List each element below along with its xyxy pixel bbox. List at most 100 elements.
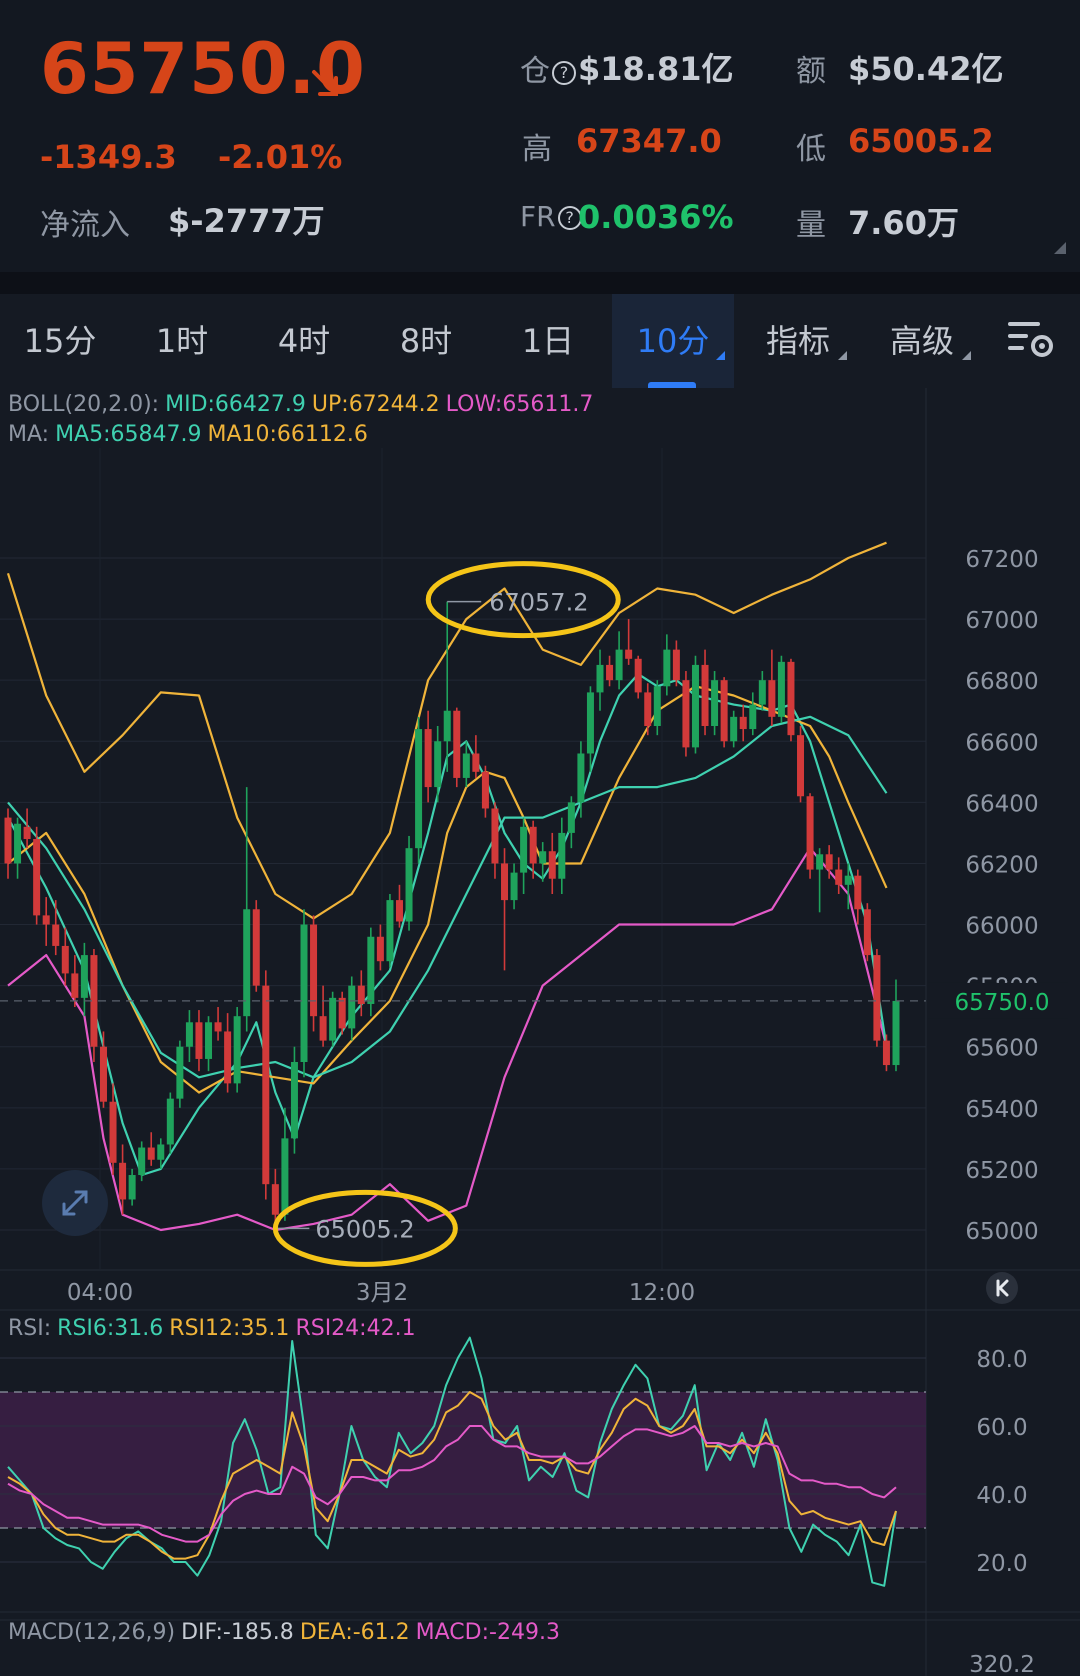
candle-body — [797, 735, 805, 797]
candle-body — [424, 729, 432, 788]
candle-body — [214, 1022, 222, 1032]
candle-body — [510, 872, 518, 901]
candle-body — [405, 848, 413, 922]
netflow-value: $-2777万 — [168, 202, 325, 240]
boll-up: UP:67244.2 — [311, 392, 440, 417]
funding-rate-label-text: FR — [520, 200, 556, 233]
price-tick-label: 65000 — [965, 1219, 1038, 1245]
time-tick-label: 3月2 — [356, 1280, 408, 1306]
tab-10m[interactable]: 10分 — [612, 294, 734, 388]
help-icon[interactable]: ? — [557, 206, 582, 230]
rsi-tick-label: 40.0 — [976, 1483, 1027, 1509]
macd-prefix: MACD(12,26,9) — [8, 1620, 176, 1645]
volume-value: 7.60万 — [848, 204, 959, 242]
candle-body — [730, 716, 738, 742]
down-arrow-icon — [312, 70, 338, 96]
candle-body — [682, 680, 690, 748]
rsi-band — [0, 1392, 926, 1528]
time-tick-label: 12:00 — [629, 1280, 695, 1306]
candle-body — [567, 802, 575, 833]
macd-dif: DIF:-185.8 — [181, 1620, 294, 1645]
candle-body — [825, 854, 833, 870]
candle-body — [844, 875, 852, 885]
candle-body — [348, 985, 356, 1029]
open-interest-label[interactable]: 仓? — [520, 46, 578, 90]
tab-advanced[interactable]: 高级 — [872, 294, 972, 388]
low-marker-label: 65005.2 — [315, 1215, 414, 1243]
volume-label: 量 — [796, 208, 826, 243]
scroll-to-latest-icon[interactable] — [986, 1272, 1018, 1304]
rsi24-value: RSI24:42.1 — [295, 1316, 416, 1341]
tab-8h[interactable]: 8时 — [399, 322, 453, 360]
candle-body — [777, 661, 785, 717]
netflow-label: 净流入 — [40, 208, 130, 243]
help-icon[interactable]: ? — [552, 60, 576, 85]
expand-icon[interactable] — [42, 1170, 108, 1236]
indicator-line-mid — [7, 715, 888, 1079]
chart-canvas[interactable]: 6500065200654006560065800660006620066400… — [0, 388, 1080, 1676]
rsi-line-rsi6 — [7, 1336, 897, 1587]
candle-body — [758, 680, 766, 705]
expand-corner-icon[interactable] — [1054, 242, 1066, 254]
candle-body — [271, 1184, 279, 1215]
boll-low: LOW:65611.7 — [445, 392, 594, 417]
dropdown-corner-icon — [838, 351, 847, 360]
candle-body — [157, 1144, 165, 1160]
tab-1d[interactable]: 1日 — [521, 322, 575, 360]
candle-body — [310, 924, 318, 1017]
tab-1h[interactable]: 1时 — [155, 322, 209, 360]
tab-indicators[interactable]: 指标 — [748, 294, 848, 388]
candle-body — [806, 796, 814, 870]
candle-body — [701, 664, 709, 726]
candle-body — [691, 664, 699, 748]
candle-body — [262, 985, 270, 1185]
candle-body — [205, 1022, 213, 1059]
candle-body — [768, 680, 776, 717]
macd-dea: DEA:-61.2 — [299, 1620, 410, 1645]
candle-body — [634, 658, 642, 693]
open-interest-label-text: 仓 — [520, 54, 550, 89]
rsi12-value: RSI12:35.1 — [169, 1316, 290, 1341]
candle-body — [185, 1022, 193, 1047]
candle-body — [33, 839, 41, 916]
candle-body — [367, 936, 375, 1004]
candle-body — [300, 924, 308, 1062]
candle-body — [835, 869, 843, 885]
time-tick-label: 04:00 — [67, 1280, 133, 1306]
tab-15m[interactable]: 15分 — [23, 322, 97, 360]
interval-tabs: 15分 1时 4时 8时 1日 10分 指标 高级 — [0, 294, 1080, 388]
price-tick-label: 67000 — [965, 608, 1038, 634]
candle-body — [376, 936, 384, 962]
candle-body — [529, 826, 537, 864]
rsi6-value: RSI6:31.6 — [57, 1316, 164, 1341]
candle-body — [99, 1046, 107, 1102]
active-tab-indicator — [648, 382, 696, 388]
ma-prefix: MA: — [8, 422, 50, 447]
candle-body — [615, 649, 623, 681]
candle-body — [138, 1147, 146, 1176]
candle-body — [539, 851, 547, 864]
chart-settings-icon[interactable] — [1006, 318, 1054, 362]
price-tick-label: 67200 — [965, 547, 1038, 573]
tab-indicators-label: 指标 — [765, 322, 830, 360]
candle-body — [61, 945, 69, 974]
rsi-tick-label: 80.0 — [976, 1347, 1027, 1373]
candle-body — [520, 826, 528, 873]
low-label: 低 — [796, 132, 826, 167]
candle-body — [644, 692, 652, 726]
last-price-tag — [928, 982, 1068, 1019]
candle-body — [176, 1046, 184, 1099]
high-label: 高 — [522, 132, 552, 167]
funding-rate-label[interactable]: FR? — [520, 200, 584, 233]
candle-body — [739, 716, 747, 730]
tab-10m-label: 10分 — [636, 322, 710, 360]
candle-body — [787, 661, 795, 736]
candle-body — [338, 997, 346, 1029]
boll-mid: MID:66427.9 — [165, 392, 306, 417]
candle-body — [434, 741, 442, 788]
candle-body — [252, 909, 260, 986]
tab-4h[interactable]: 4时 — [277, 322, 331, 360]
candle-body — [80, 955, 88, 998]
candle-body — [42, 915, 50, 925]
candle-body — [329, 997, 337, 1041]
